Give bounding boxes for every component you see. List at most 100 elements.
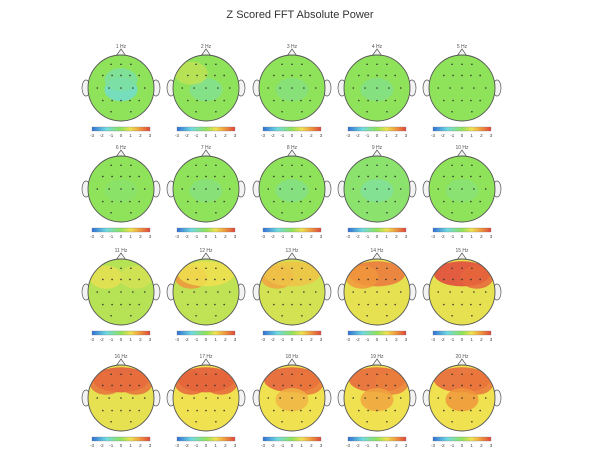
- colorbar-tick-label: -2: [271, 133, 275, 138]
- electrode-marker: [367, 175, 369, 178]
- electrode-marker: [301, 211, 303, 214]
- colorbar-tick-label: 3: [234, 337, 237, 342]
- electrode-marker: [366, 373, 368, 376]
- electrode-marker: [223, 74, 225, 77]
- colorbar: [91, 126, 151, 132]
- topomap-frequency-label: 6 Hz: [116, 145, 127, 151]
- electrode-marker: [376, 291, 378, 293]
- colorbar-tick-label: 0: [120, 443, 123, 448]
- electrode-marker: [300, 200, 302, 203]
- electrode-marker: [451, 110, 453, 113]
- colorbar-tick-label: -3: [431, 133, 435, 138]
- topomap: 19 Hz -3 -2 -1 0 1 2 3: [337, 354, 417, 448]
- electrode-marker: [452, 409, 454, 412]
- colorbar-tick-label: -1: [109, 337, 113, 342]
- electrode-marker: [129, 278, 131, 281]
- electrode-marker: [195, 314, 197, 317]
- electrode-marker: [358, 200, 360, 203]
- electrode-marker: [461, 63, 463, 66]
- electrode-marker: [110, 314, 112, 317]
- electrode-marker: [386, 164, 388, 167]
- electrode-marker: [437, 87, 440, 89]
- electrode-marker: [130, 267, 132, 270]
- electrode-marker: [120, 409, 122, 412]
- electrode-marker: [443, 278, 445, 281]
- colorbar: [91, 436, 151, 442]
- electrode-marker: [443, 175, 445, 178]
- electrode-marker: [461, 303, 463, 306]
- electrode-marker: [352, 291, 355, 293]
- electrode-marker: [223, 384, 225, 387]
- colorbar-tick-label: -3: [346, 234, 350, 239]
- electrode-marker: [376, 267, 378, 270]
- electrode-marker: [279, 397, 281, 399]
- electrode-marker: [451, 314, 453, 317]
- electrode-marker: [138, 303, 140, 306]
- colorbar-tick-label: 0: [291, 337, 294, 342]
- electrode-marker: [108, 87, 110, 89]
- colorbar-tick-label: 2: [480, 133, 483, 138]
- colorbar-tick-label: -3: [175, 443, 179, 448]
- colorbar: [347, 126, 407, 132]
- electrode-marker: [291, 303, 293, 306]
- electrode-marker: [451, 164, 453, 167]
- topomap-frequency-label: 15 Hz: [455, 248, 469, 254]
- colorbar-tick-label: -1: [194, 133, 198, 138]
- electrode-marker: [132, 188, 134, 190]
- electrode-marker: [282, 409, 284, 412]
- electrode-marker: [376, 99, 378, 102]
- colorbar-tick-label: 2: [310, 234, 313, 239]
- colorbar-tick-label: 2: [395, 443, 398, 448]
- electrode-marker: [479, 384, 481, 387]
- electrode-marker: [364, 397, 366, 399]
- electrode-marker: [111, 99, 113, 102]
- electrode-marker: [451, 211, 453, 214]
- head-outline: [258, 364, 326, 432]
- colorbar-tick-label: -2: [100, 133, 104, 138]
- electrode-marker: [385, 200, 387, 203]
- electrode-marker: [143, 87, 146, 89]
- topomap-frequency-label: 9 Hz: [372, 145, 383, 151]
- colorbar-tick-label: 0: [461, 133, 464, 138]
- electrode-marker: [223, 303, 225, 306]
- topomap: 14 Hz -3 -2 -1 0 1 2 3: [337, 248, 417, 342]
- electrode-marker: [461, 188, 463, 190]
- electrode-marker: [452, 278, 454, 281]
- topomap-frequency-label: 19 Hz: [370, 354, 384, 360]
- electrode-marker: [108, 188, 110, 190]
- electrode-marker: [120, 291, 122, 293]
- electrode-marker: [129, 409, 131, 412]
- colorbar-tick-label: -1: [280, 443, 284, 448]
- head-outline: [87, 155, 155, 223]
- head-outline: [87, 364, 155, 432]
- electrode-marker: [376, 373, 378, 376]
- electrode-marker: [451, 420, 453, 423]
- electrode-marker: [120, 200, 122, 203]
- electrode-marker: [111, 74, 113, 77]
- electrode-marker: [358, 74, 360, 77]
- electrode-marker: [205, 74, 207, 77]
- zscore-region: [360, 179, 394, 203]
- electrode-marker: [314, 188, 317, 190]
- electrode-marker: [120, 384, 122, 387]
- colorbar-tick-label: -3: [261, 443, 265, 448]
- electrode-marker: [205, 409, 207, 412]
- electrode-marker: [273, 200, 275, 203]
- colorbar-tick-label: -2: [356, 133, 360, 138]
- colorbar-tick-label: 1: [385, 133, 388, 138]
- colorbar-tick-label: 0: [291, 133, 294, 138]
- topomap-frequency-label: 17 Hz: [199, 354, 213, 360]
- electrode-marker: [281, 164, 283, 167]
- electrode-marker: [195, 110, 197, 113]
- electrode-marker: [111, 200, 113, 203]
- electrode-marker: [267, 87, 270, 89]
- electrode-marker: [291, 397, 293, 399]
- electrode-marker: [386, 420, 388, 423]
- electrode-marker: [215, 420, 217, 423]
- electrode-marker: [193, 397, 195, 399]
- colorbar-tick-label: -2: [185, 133, 189, 138]
- topomap-frequency-label: 14 Hz: [370, 248, 384, 254]
- electrode-marker: [443, 409, 445, 412]
- electrode-marker: [367, 74, 369, 77]
- electrode-marker: [196, 409, 198, 412]
